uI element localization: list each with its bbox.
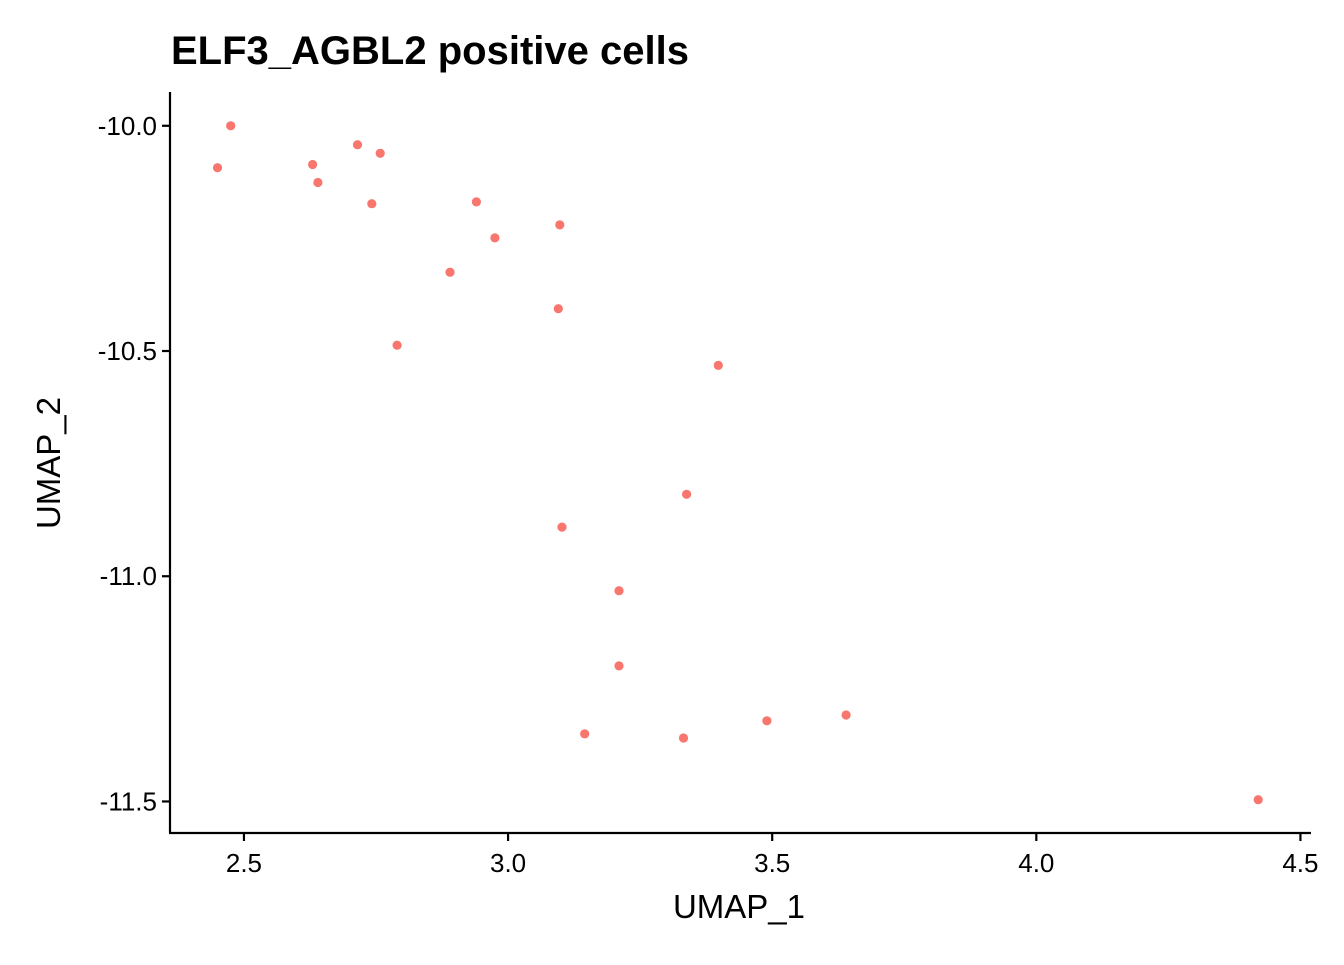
data-point-16 — [614, 586, 624, 596]
data-point-1 — [212, 163, 223, 173]
data-point-11 — [553, 304, 563, 314]
data-point-18 — [580, 729, 590, 739]
x-tick-label: 3.0 — [490, 848, 526, 878]
data-point-14 — [682, 489, 692, 499]
y-tick-label: -10.5 — [98, 336, 157, 366]
chart-title: ELF3_AGBL2 positive cells — [171, 29, 689, 73]
data-point-6 — [367, 199, 377, 209]
y-axis-ticks: -10.0 -10.5 -11.0 -11.5 — [98, 111, 170, 816]
data-point-0 — [226, 121, 236, 131]
data-point-4 — [352, 140, 363, 150]
data-point-3 — [313, 177, 323, 188]
x-tick-label: 2.5 — [226, 848, 262, 878]
data-point-21 — [841, 710, 851, 720]
data-point-2 — [308, 159, 318, 170]
y-tick-label: -11.0 — [100, 561, 157, 591]
data-point-8 — [490, 233, 500, 243]
data-point-7 — [471, 197, 481, 207]
data-point-13 — [713, 360, 723, 370]
data-points — [212, 121, 1263, 805]
x-tick-label: 3.5 — [754, 848, 790, 878]
data-point-15 — [557, 522, 567, 532]
data-point-20 — [762, 716, 772, 726]
data-point-19 — [678, 733, 689, 743]
data-point-10 — [445, 267, 455, 277]
x-tick-label: 4.5 — [1282, 848, 1318, 878]
data-point-22 — [1253, 795, 1263, 805]
data-point-5 — [375, 148, 385, 158]
y-tick-label: -11.5 — [100, 786, 157, 816]
x-tick-label: 4.0 — [1018, 848, 1054, 878]
x-axis-ticks: 2.5 3.0 3.5 4.0 4.5 — [226, 833, 1319, 878]
data-point-9 — [555, 220, 565, 230]
x-axis-title: UMAP_1 — [673, 888, 805, 925]
data-point-17 — [614, 661, 624, 671]
y-tick-label: -10.0 — [98, 111, 157, 141]
y-axis-title: UMAP_2 — [30, 397, 67, 529]
data-point-12 — [392, 340, 402, 350]
